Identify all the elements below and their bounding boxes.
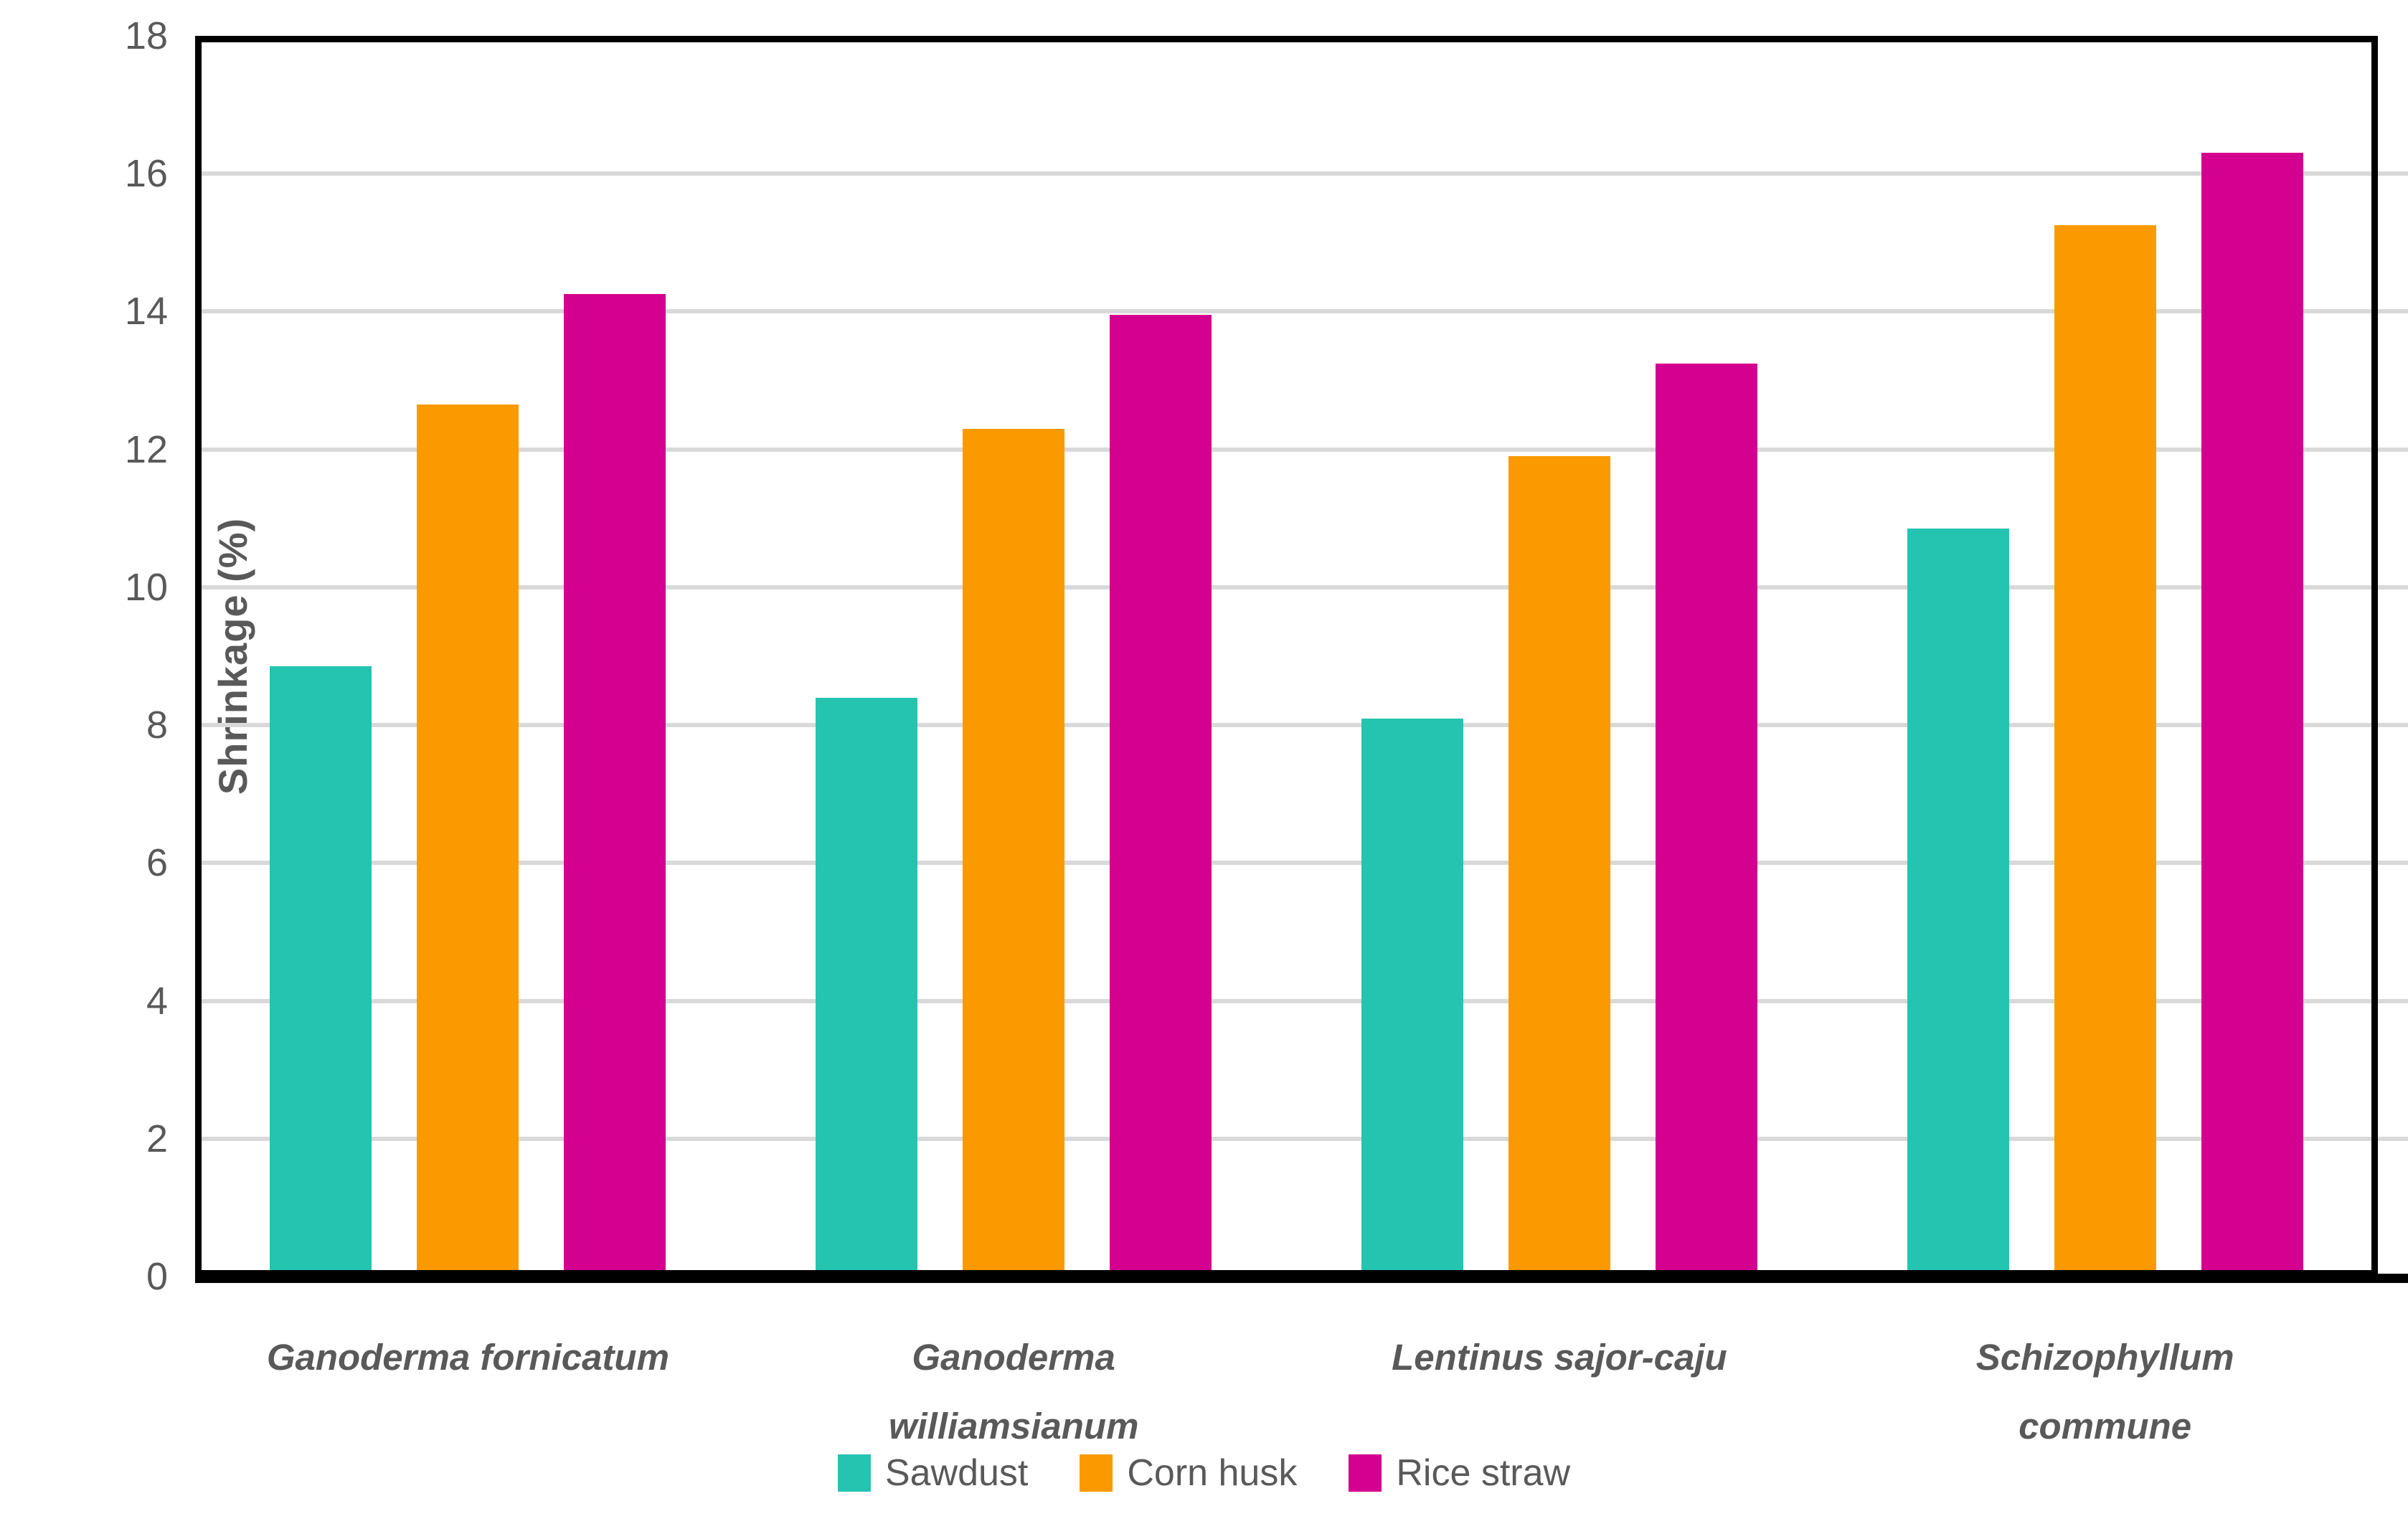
y-tick-label-12: 12 — [124, 427, 168, 471]
gridline-2 — [195, 1136, 2408, 1141]
y-tick-label-8: 8 — [146, 704, 168, 747]
plot-area — [195, 36, 2408, 1277]
bar-corn-husk-1 — [417, 404, 519, 1277]
y-tick-label-2: 2 — [146, 1117, 168, 1160]
legend-label: Corn husk — [1127, 1452, 1298, 1494]
gridline-14 — [195, 309, 2408, 314]
legend-item-sawdust: Sawdust — [837, 1452, 1029, 1494]
gridline-8 — [195, 723, 2408, 728]
legend: Sawdust Corn husk Rice straw — [0, 1454, 2408, 1492]
bar-rice-straw-4 — [2201, 153, 2303, 1277]
category-label-4: Schizophyllum commune — [1832, 1323, 2378, 1461]
bar-groups — [195, 36, 2378, 1277]
y-tick-label-16: 16 — [124, 152, 168, 196]
category-label-2: Ganoderma williamsianum — [741, 1323, 1287, 1461]
bar-rice-straw-1 — [564, 294, 666, 1277]
category-label-line: Ganoderma fornicatum — [266, 1337, 669, 1378]
bar-rice-straw-2 — [1110, 315, 1212, 1277]
bar-group-4 — [1832, 36, 2378, 1277]
bar-sawdust-3 — [1361, 718, 1463, 1277]
bar-corn-husk-2 — [963, 428, 1065, 1277]
y-tick-label-10: 10 — [124, 565, 168, 609]
category-label-line: Schizophyllum — [1975, 1337, 2234, 1378]
bar-rice-straw-3 — [1655, 363, 1757, 1277]
bar-corn-husk-4 — [2054, 225, 2156, 1277]
category-label-line: commune — [2019, 1406, 2192, 1447]
category-label-line: Lentinus sajor-caju — [1392, 1337, 1727, 1378]
legend-label: Sawdust — [884, 1452, 1029, 1494]
y-tick-label-4: 4 — [146, 979, 168, 1023]
bar-sawdust-2 — [816, 697, 918, 1277]
gridline-10 — [195, 584, 2408, 590]
y-tick-label-0: 0 — [146, 1255, 168, 1298]
legend-swatch-icon — [1080, 1454, 1113, 1492]
y-tick-label-18: 18 — [124, 14, 168, 57]
bar-group-1 — [195, 36, 741, 1277]
bar-sawdust-4 — [1907, 529, 2009, 1277]
bar-sawdust-1 — [270, 666, 372, 1277]
gridline-4 — [195, 998, 2408, 1003]
gridline-12 — [195, 447, 2408, 452]
category-labels: Ganoderma fornicatum Ganoderma williamsian… — [195, 1323, 2378, 1461]
legend-item-corn-husk: Corn husk — [1080, 1454, 1297, 1492]
legend-swatch-icon — [1349, 1454, 1382, 1492]
bar-corn-husk-3 — [1508, 456, 1610, 1277]
legend-label: Rice straw — [1396, 1452, 1571, 1494]
x-axis-line — [195, 1274, 2408, 1283]
y-tick-label-6: 6 — [146, 841, 168, 885]
legend-item-rice-straw: Rice straw — [1349, 1454, 1570, 1492]
gridline-16 — [195, 171, 2408, 176]
category-label-1: Ganoderma fornicatum — [195, 1323, 741, 1461]
bar-group-2 — [741, 36, 1287, 1277]
legend-swatch-icon — [837, 1454, 871, 1492]
bar-group-3 — [1287, 36, 1833, 1277]
gridline-6 — [195, 861, 2408, 866]
y-tick-label-14: 14 — [124, 290, 168, 333]
category-label-3: Lentinus sajor-caju — [1287, 1323, 1833, 1461]
category-label-line: williamsianum — [888, 1406, 1139, 1447]
category-label-line: Ganoderma — [912, 1337, 1115, 1378]
